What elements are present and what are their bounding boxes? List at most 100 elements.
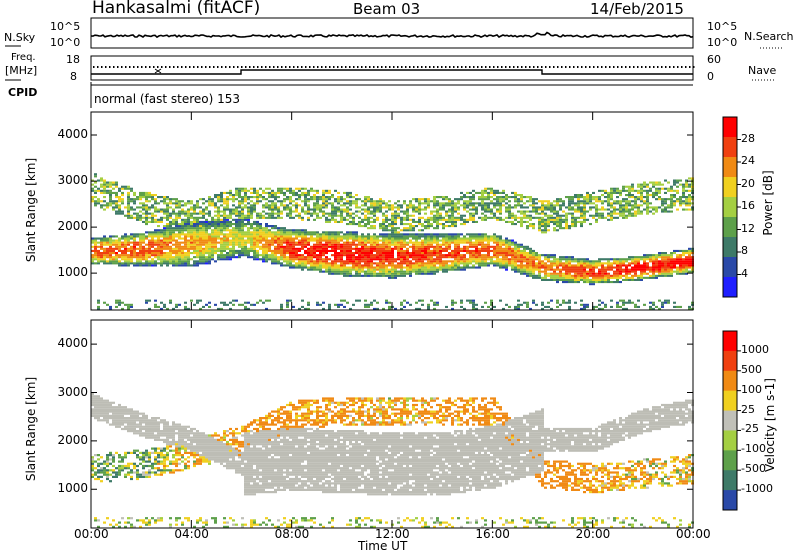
power-cell [130, 262, 133, 265]
power-cell [250, 225, 253, 228]
power-cell [133, 239, 136, 242]
power-cell [418, 299, 421, 302]
power-cell [280, 229, 283, 232]
power-cell [547, 268, 550, 271]
power-cell [313, 194, 316, 197]
power-cell [637, 299, 640, 302]
power-cell [196, 229, 199, 232]
power-cell [178, 241, 181, 244]
power-cell [376, 206, 379, 209]
power-cell [415, 239, 418, 242]
power-cell [142, 216, 145, 219]
power-cell [220, 256, 223, 259]
power-cell [208, 254, 211, 257]
power-cell [610, 262, 613, 265]
power-cell [130, 245, 133, 248]
power-cell [175, 249, 178, 252]
power-cell [346, 243, 349, 246]
power-cell [412, 225, 415, 228]
power-cell [499, 216, 502, 219]
power-cell [556, 218, 559, 221]
power-cell [214, 210, 217, 213]
power-cell [625, 266, 628, 269]
power-cell [625, 260, 628, 263]
power-cell [541, 212, 544, 215]
power-cell [220, 247, 223, 250]
power-cell [115, 245, 118, 248]
power-cell [109, 254, 112, 257]
power-cell [472, 198, 475, 201]
power-cell [508, 204, 511, 207]
power-cell [556, 258, 559, 261]
power-cell [604, 274, 607, 277]
power-cell [325, 264, 328, 267]
power-cell [541, 307, 544, 310]
power-cell [253, 210, 256, 213]
power-cell [328, 202, 331, 205]
power-cell [625, 264, 628, 267]
power-cell [394, 247, 397, 250]
power-cell [526, 220, 529, 223]
power-cell [433, 220, 436, 223]
power-cell [502, 264, 505, 267]
power-cell [100, 237, 103, 240]
power-cell [247, 237, 250, 240]
power-cell [325, 220, 328, 223]
power-cell [625, 206, 628, 209]
power-cell [388, 233, 391, 236]
power-cell [409, 229, 412, 232]
power-cell [598, 208, 601, 211]
power-cell [244, 206, 247, 209]
power-cell [487, 305, 490, 308]
power-cell [268, 196, 271, 199]
power-cell [352, 223, 355, 226]
power-cell [235, 227, 238, 230]
power-cell [133, 243, 136, 246]
power-cell [433, 196, 436, 199]
power-cell [619, 270, 622, 273]
power-cell [352, 262, 355, 265]
power-cell [427, 266, 430, 269]
power-cell [499, 235, 502, 238]
power-cell [232, 204, 235, 207]
power-cell [475, 208, 478, 211]
power-cell [469, 212, 472, 215]
power-cell [466, 202, 469, 205]
power-cell [256, 239, 259, 242]
power-cell [535, 276, 538, 279]
power-cell [514, 307, 517, 310]
power-cell [208, 249, 211, 252]
power-cell [427, 258, 430, 261]
power-cell [526, 272, 529, 275]
power-cell [532, 198, 535, 201]
power-cell [280, 258, 283, 261]
power-cell [325, 218, 328, 221]
power-cell [226, 239, 229, 242]
power-cell [418, 258, 421, 261]
power-cell [547, 220, 550, 223]
power-cell [547, 266, 550, 269]
power-cell [301, 210, 304, 213]
power-cell [478, 249, 481, 252]
power-cell [472, 196, 475, 199]
power-cell [265, 252, 268, 255]
power-cell [499, 206, 502, 209]
power-cell [112, 258, 115, 261]
power-cell [103, 181, 106, 184]
power-cell [178, 249, 181, 252]
power-cell [286, 305, 289, 308]
power-cell [121, 202, 124, 205]
power-cell [241, 254, 244, 257]
power-cell [313, 266, 316, 269]
power-cell [514, 254, 517, 257]
power-cell [376, 237, 379, 240]
power-cell [343, 204, 346, 207]
power-cell [442, 239, 445, 242]
power-cell [301, 208, 304, 211]
power-cell [220, 231, 223, 234]
power-cell [124, 258, 127, 261]
power-cell [133, 249, 136, 252]
power-cell [418, 243, 421, 246]
power-cell [178, 214, 181, 217]
power-cell [178, 223, 181, 226]
